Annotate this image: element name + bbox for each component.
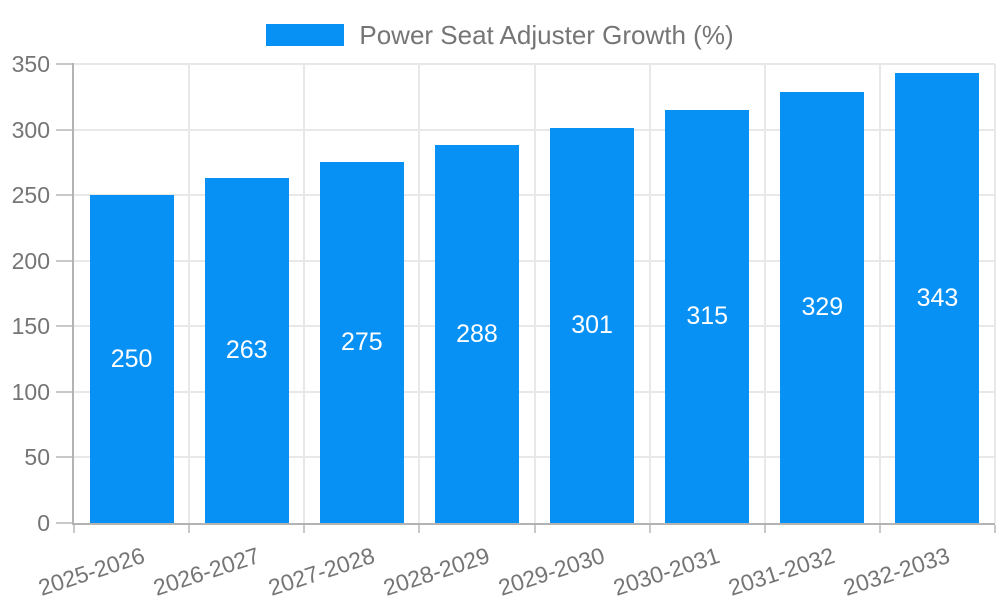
gridline-vertical	[533, 64, 536, 523]
x-axis-tick	[73, 525, 75, 533]
y-axis-tick-label: 200	[11, 247, 50, 274]
bar-2026-2027[interactable]: 263	[204, 178, 289, 523]
y-axis-tick	[56, 456, 72, 459]
x-axis-tick	[533, 525, 536, 533]
y-axis-tick-label: 50	[24, 444, 50, 471]
legend[interactable]: Power Seat Adjuster Growth (%)	[0, 22, 1000, 48]
x-axis-tick	[303, 525, 306, 533]
x-axis-category-label: 2029-2030	[495, 542, 608, 600]
bar-value-label: 263	[225, 336, 268, 365]
bar-2032-2033[interactable]: 343	[895, 73, 980, 523]
gridline-vertical	[763, 64, 766, 523]
y-axis-tick-label: 250	[11, 182, 50, 209]
gridline-vertical	[994, 64, 996, 523]
y-axis-line	[72, 63, 74, 525]
y-axis-tick-label: 0	[37, 510, 50, 536]
bar-2025-2026[interactable]: 250	[89, 195, 174, 523]
x-axis-tick	[188, 525, 191, 533]
bar-value-label: 343	[916, 283, 959, 312]
bar-value-label: 329	[801, 292, 844, 321]
x-axis-category-label: 2025-2026	[34, 542, 148, 600]
y-axis-tick	[56, 390, 72, 393]
y-axis-tick	[56, 194, 72, 197]
bar-value-label: 315	[686, 301, 729, 330]
bar-2027-2028[interactable]: 275	[319, 162, 404, 523]
x-axis-tick	[763, 525, 766, 533]
y-axis-tick	[56, 128, 72, 131]
x-axis-category-label: 2028-2029	[380, 542, 493, 600]
gridline-vertical	[303, 64, 306, 523]
x-axis-tick	[648, 525, 651, 533]
y-axis-tick-label: 100	[11, 378, 50, 405]
x-axis-category-label: 2032-2033	[840, 542, 954, 600]
x-axis-tick	[418, 525, 421, 533]
y-axis-tick	[56, 63, 72, 65]
gridline-vertical	[188, 64, 191, 523]
bar-value-label: 250	[110, 344, 153, 373]
x-axis-category-label: 2031-2032	[725, 542, 839, 600]
plot-area: 0 50 100 150 200 250 300 350 250 2025-2026 263 2026…	[12, 52, 996, 600]
y-axis-tick	[56, 522, 72, 524]
bar-2031-2032[interactable]: 329	[780, 91, 865, 523]
gridline-vertical	[648, 64, 651, 523]
x-axis-category-label: 2027-2028	[264, 542, 378, 600]
legend-swatch	[266, 24, 345, 46]
y-axis-tick	[56, 259, 72, 262]
bar-2028-2029[interactable]: 288	[434, 145, 519, 523]
x-axis-category-label: 2030-2031	[610, 542, 723, 600]
x-axis-line	[72, 523, 995, 525]
y-axis-tick	[56, 325, 72, 328]
bar-value-label: 275	[340, 328, 383, 357]
x-axis-tick	[878, 525, 881, 533]
bar-value-label: 288	[456, 319, 498, 348]
y-axis-tick-label: 300	[11, 116, 50, 143]
x-axis-tick	[994, 525, 996, 533]
y-axis-tick-label: 150	[11, 313, 50, 340]
y-axis-tick-label: 350	[11, 51, 50, 77]
gridline-vertical	[418, 64, 421, 523]
bar-value-label: 301	[571, 311, 613, 340]
legend-label: Power Seat Adjuster Growth (%)	[359, 20, 734, 50]
bar-2029-2030[interactable]: 301	[550, 128, 635, 523]
x-axis-category-label: 2026-2027	[149, 542, 263, 600]
gridline-vertical	[878, 64, 881, 523]
bar-2030-2031[interactable]: 315	[665, 109, 750, 523]
